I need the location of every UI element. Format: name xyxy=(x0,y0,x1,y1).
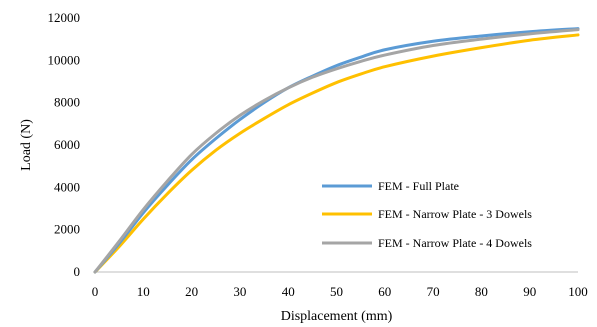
y-tick-label: 10000 xyxy=(48,52,81,67)
series-line-2 xyxy=(93,33,580,274)
x-tick-label: 70 xyxy=(427,284,440,299)
y-tick-label: 12000 xyxy=(48,10,81,25)
legend: FEM - Full Plate FEM - Narrow Plate - 3 D… xyxy=(322,179,532,250)
x-tick-label: 100 xyxy=(568,284,588,299)
x-tick-label: 30 xyxy=(233,284,246,299)
y-tick-label: 2000 xyxy=(54,222,80,237)
x-tick-label: 20 xyxy=(185,284,198,299)
y-tick-label: 6000 xyxy=(54,137,80,152)
legend-label: FEM - Narrow Plate - 3 Dowels xyxy=(378,207,532,221)
legend-label: FEM - Narrow Plate - 4 Dowels xyxy=(378,236,532,250)
y-tick-label: 0 xyxy=(74,264,81,279)
series-layer xyxy=(93,27,580,274)
x-tick-label: 60 xyxy=(378,284,391,299)
series-line-3 xyxy=(93,28,580,274)
x-tick-label: 80 xyxy=(475,284,488,299)
x-tick-label: 50 xyxy=(330,284,343,299)
x-axis-ticks: 0 10 20 30 40 50 60 70 80 90 100 xyxy=(92,284,588,299)
legend-label: FEM - Full Plate xyxy=(378,179,459,193)
x-tick-label: 10 xyxy=(137,284,150,299)
x-axis-title: Displacement (mm) xyxy=(281,309,393,324)
y-tick-label: 8000 xyxy=(54,95,80,110)
x-tick-label: 40 xyxy=(282,284,295,299)
y-axis-ticks: 0 2000 4000 6000 8000 10000 12000 xyxy=(48,10,81,279)
y-tick-label: 4000 xyxy=(54,179,80,194)
y-axis-title: Load (N) xyxy=(19,119,34,171)
x-tick-label: 90 xyxy=(523,284,536,299)
x-tick-label: 0 xyxy=(92,284,99,299)
